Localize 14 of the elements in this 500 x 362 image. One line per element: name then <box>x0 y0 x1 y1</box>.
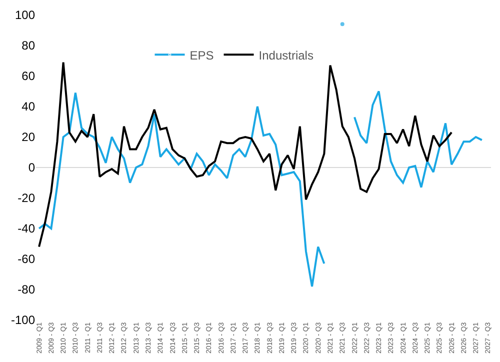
y-tick-label: 20 <box>22 130 36 144</box>
y-tick-label: 60 <box>22 69 36 84</box>
y-tick-label: -20 <box>18 191 36 206</box>
y-tick-label: -60 <box>18 252 36 266</box>
line-series <box>38 61 453 248</box>
y-tick-label: -100 <box>10 313 36 328</box>
y-tick-label: -80 <box>18 282 36 297</box>
y-tick-label: 80 <box>22 38 36 53</box>
y-tick-label: -40 <box>18 222 36 236</box>
legend-label: Industrials <box>258 48 314 62</box>
y-tick-label: 100 <box>14 8 36 22</box>
legend-label: EPS <box>190 48 214 62</box>
y-tick-label: 0 <box>28 160 36 175</box>
y-tick-label: 40 <box>22 100 36 114</box>
